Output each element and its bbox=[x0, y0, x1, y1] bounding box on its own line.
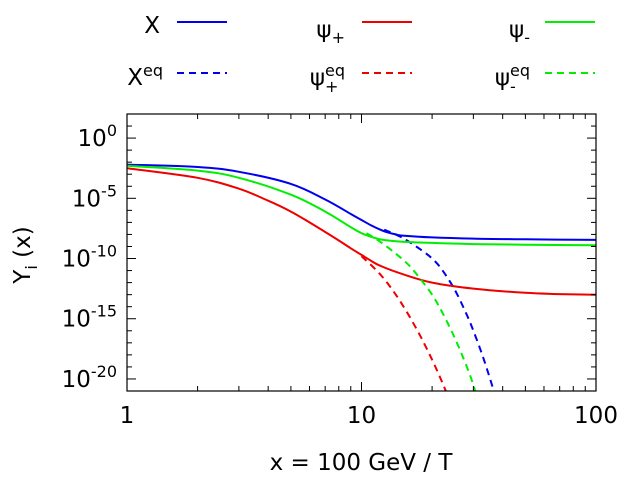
tick-labels: 1 10 100 100 10-5 10-10 10-15 10-20 bbox=[62, 121, 618, 429]
y-tick-label: 10-15 bbox=[62, 302, 117, 333]
legend-item-psi-plus: ψ+ bbox=[316, 17, 412, 47]
x-tick-label: 1 bbox=[120, 403, 135, 429]
x-tick-label: 10 bbox=[347, 403, 376, 429]
y-axis-label: Yi (x) bbox=[10, 226, 41, 284]
y-tick-label: 10-5 bbox=[72, 181, 117, 212]
series-line-psi-plus-eq bbox=[360, 255, 447, 391]
legend-item-x: X bbox=[144, 13, 227, 39]
legend-label: X bbox=[144, 13, 160, 39]
series-line-x-eq bbox=[383, 228, 495, 391]
legend-label: ψ+ bbox=[316, 17, 345, 47]
series-line-psi-plus bbox=[127, 167, 596, 296]
y-tick-label: 10-20 bbox=[62, 362, 117, 393]
x-axis-label: x = 100 GeV / T bbox=[270, 450, 454, 476]
legend-label: ψeq - bbox=[495, 61, 530, 96]
axis-ticks bbox=[126, 113, 597, 392]
y-tick-label: 10-10 bbox=[62, 242, 117, 273]
legend-label: Xeq bbox=[127, 61, 163, 91]
series-line-psi--eq bbox=[365, 232, 477, 391]
legend-label: ψ- bbox=[509, 17, 530, 47]
axes-frame bbox=[126, 113, 597, 392]
legend-label: ψeq + bbox=[310, 61, 345, 96]
legend-item-psi--eq: ψeq - bbox=[495, 61, 595, 96]
legend-item-x-eq: Xeq bbox=[127, 61, 227, 91]
plot-border bbox=[126, 113, 597, 392]
series-line-x bbox=[127, 163, 596, 241]
y-tick-label: 100 bbox=[78, 121, 117, 152]
x-tick-label: 100 bbox=[574, 403, 618, 429]
legend-item-psi-minus: ψ- bbox=[509, 17, 595, 47]
plot-area bbox=[127, 163, 596, 391]
legend-item-psi-plus-eq: ψeq + bbox=[310, 61, 412, 96]
